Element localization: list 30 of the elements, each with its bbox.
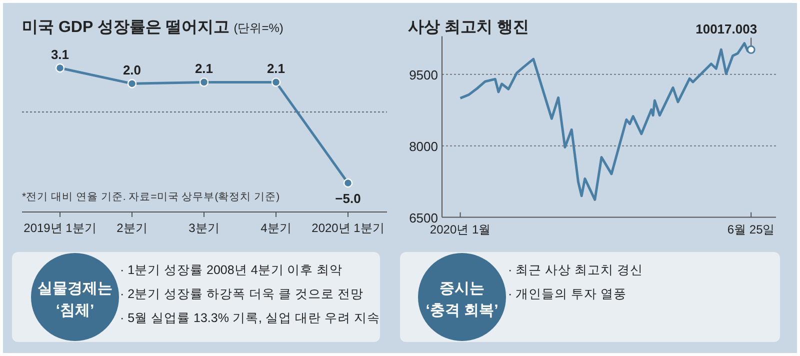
point: [199, 78, 209, 87]
x-tick-label: 3분기: [188, 221, 220, 235]
text: · 5월 실업률 13.3% 기록, 실업 대란 우려 지속: [120, 311, 380, 325]
data-label: 3.1: [50, 47, 70, 62]
text: *전기 대비 연율 기준. 자료=미국 상무부(확정치 기준): [22, 191, 280, 203]
data-label: 2.0: [122, 62, 142, 78]
chart-title: 사상 최고치 행진: [408, 19, 529, 36]
point: [343, 178, 353, 188]
y-tick-label: 9500: [409, 67, 438, 82]
text: · 2분기 성장률 하강폭 더욱 클 것으로 전망: [120, 287, 364, 301]
x-tick-label: 2020년 1분기: [312, 221, 384, 235]
x-tick-label: 6월 25일: [727, 222, 775, 236]
text: · 1분기 성장률 2008년 4분기 이후 최악: [120, 263, 343, 277]
point: [271, 78, 281, 87]
x-tick-label: 2019년 1분기: [24, 221, 96, 235]
point: [55, 63, 65, 73]
text: 증시는 ‘충격 회복’: [426, 280, 498, 319]
chart-subtitle: (단위=%): [234, 21, 284, 35]
text: · 개인들의 투자 열풍: [508, 287, 627, 301]
point: [127, 79, 137, 88]
data-label: 2.1: [194, 61, 214, 76]
annotation: 10017.003: [696, 22, 758, 37]
x-tick-label: 4분기: [260, 221, 292, 235]
data-label: −5.0: [335, 191, 361, 206]
text: 실물경제는 ‘침체’: [38, 280, 112, 319]
data-label: 2.1: [266, 61, 286, 76]
x-tick-label: 2분기: [116, 221, 148, 235]
y-tick-label: 8000: [409, 138, 438, 154]
text: · 최근 사상 최고치 경신: [508, 263, 644, 277]
chart-title: 미국 GDP 성장률은 떨어지고: [22, 19, 230, 36]
